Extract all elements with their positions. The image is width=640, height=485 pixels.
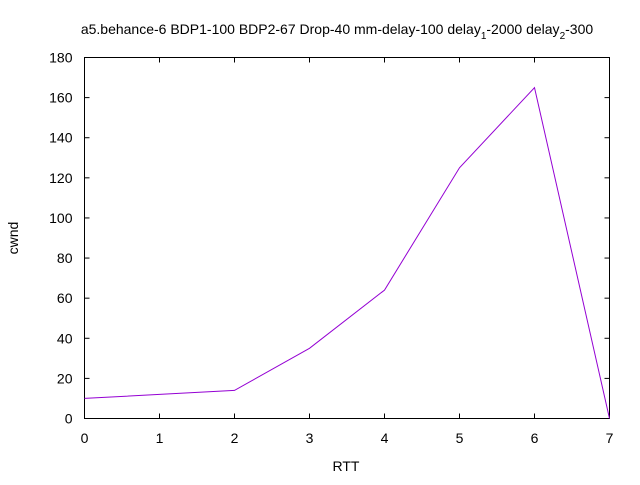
x-tick-label: 4 xyxy=(381,430,389,446)
x-tick-label: 0 xyxy=(81,430,89,446)
x-axis-label: RTT xyxy=(333,458,360,474)
x-axis: 0 1 2 3 4 5 6 7 xyxy=(81,57,614,446)
y-tick-label: 80 xyxy=(57,250,73,266)
x-tick-label: 6 xyxy=(531,430,539,446)
y-tick-label: 20 xyxy=(57,370,73,386)
y-tick-label: 180 xyxy=(49,50,73,66)
y-tick-label: 120 xyxy=(49,170,73,186)
chart-title: a5.behance-6 BDP1-100 BDP2-67 Drop-40 mm… xyxy=(81,21,594,42)
y-axis: 0 20 40 60 80 100 120 140 160 180 xyxy=(49,50,610,427)
x-tick-label: 1 xyxy=(156,430,164,446)
y-axis-label: cwnd xyxy=(5,222,21,255)
plot-frame xyxy=(84,57,610,419)
y-tick-label: 60 xyxy=(57,290,73,306)
y-tick-label: 40 xyxy=(57,330,73,346)
series-line xyxy=(84,86,610,419)
y-tick-label: 160 xyxy=(49,90,73,106)
series-layer xyxy=(84,86,610,419)
y-tick-label: 100 xyxy=(49,210,73,226)
y-tick-label: 140 xyxy=(49,130,73,146)
x-tick-label: 3 xyxy=(306,430,314,446)
x-tick-label: 2 xyxy=(231,430,239,446)
x-tick-label: 5 xyxy=(456,430,464,446)
y-tick-label: 0 xyxy=(65,411,73,427)
x-tick-label: 7 xyxy=(606,430,614,446)
